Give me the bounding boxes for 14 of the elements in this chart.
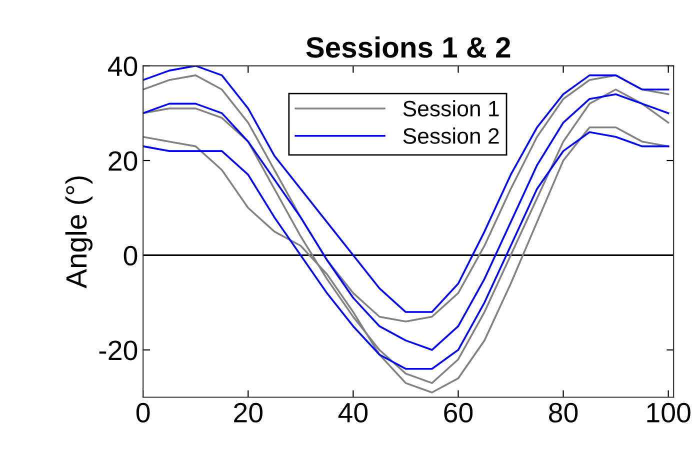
y-tick-label: 40 (108, 56, 138, 76)
x-tick-label: 80 (549, 402, 578, 423)
chart-title: Sessions 1 & 2 (306, 36, 510, 58)
x-tick-label: 100 (647, 402, 690, 423)
y-tick-label: 20 (108, 151, 138, 171)
legend-label: Session 1 (403, 100, 499, 116)
x-tick-label: 20 (234, 402, 262, 423)
y-tick-label: -20 (99, 340, 138, 360)
y-axis-title: Angle (°) (65, 176, 93, 288)
y-tick-label: 0 (124, 246, 138, 266)
x-tick-label: 0 (136, 402, 150, 423)
x-tick-label: 60 (444, 402, 473, 423)
x-tick-label: 40 (338, 402, 368, 423)
legend-label: Session 2 (403, 128, 499, 144)
